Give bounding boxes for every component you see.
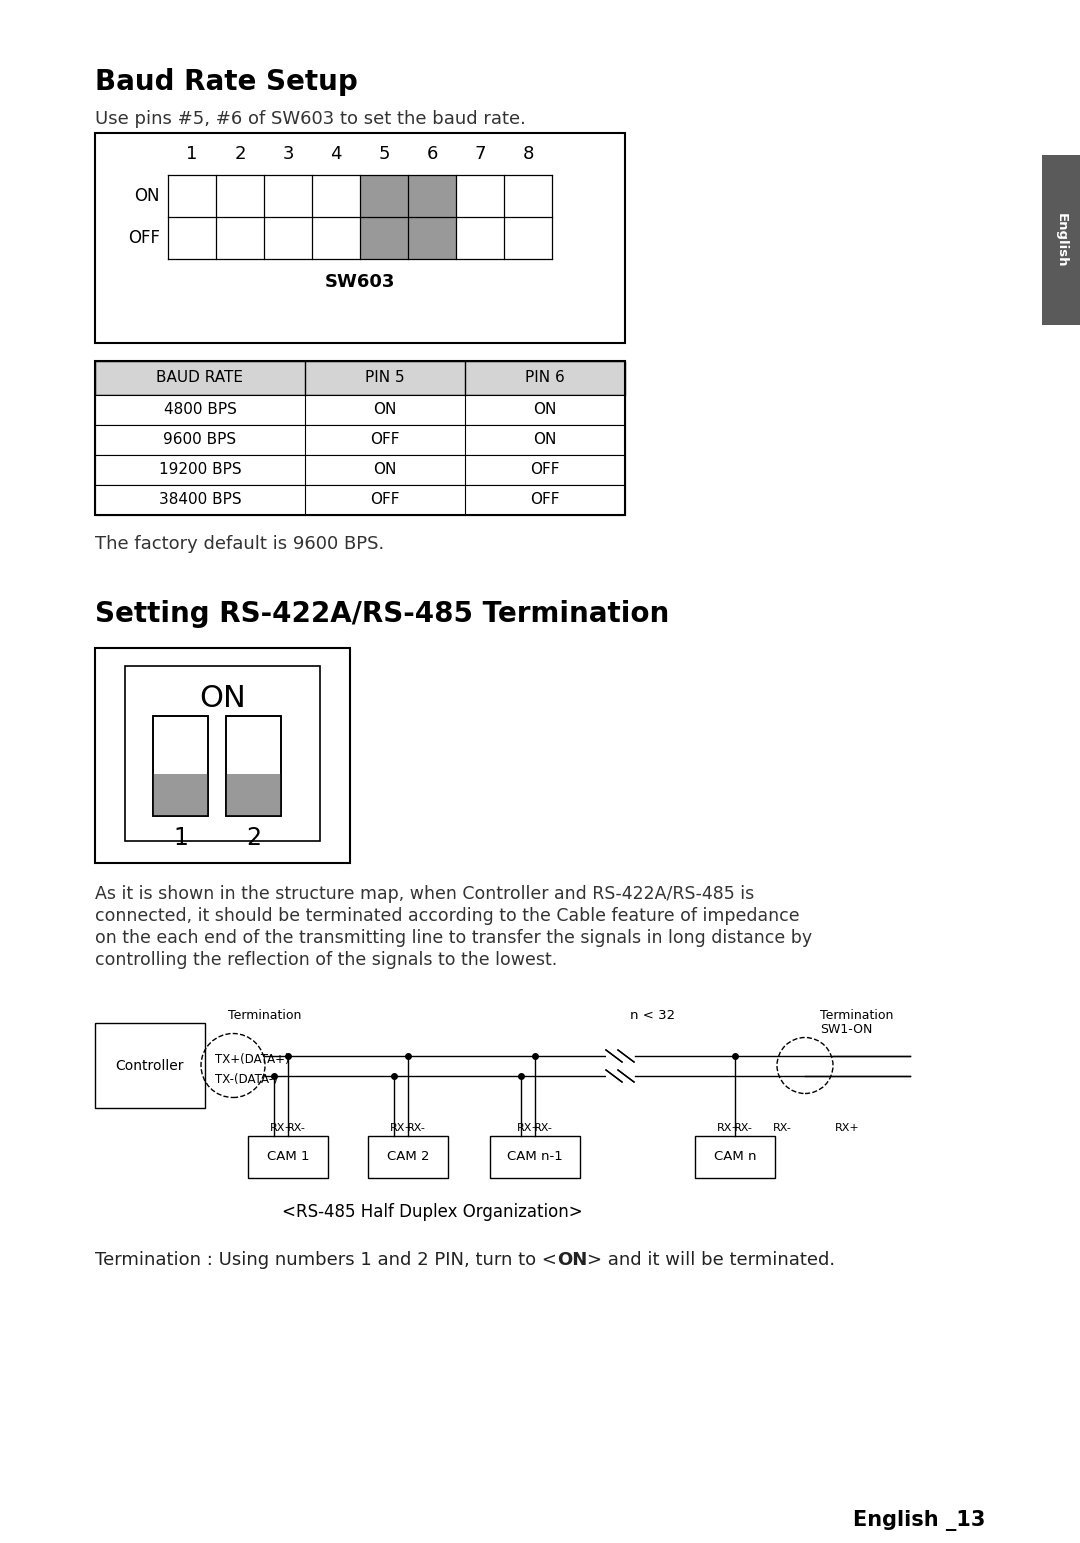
Text: OFF: OFF — [370, 492, 400, 508]
Bar — [95, 361, 625, 395]
Text: Baud Rate Setup: Baud Rate Setup — [95, 68, 357, 96]
Bar — [1042, 154, 1080, 326]
Bar — [95, 455, 625, 485]
Text: Setting RS-422A/RS-485 Termination: Setting RS-422A/RS-485 Termination — [95, 600, 670, 628]
Text: ON: ON — [135, 187, 160, 205]
Text: OFF: OFF — [370, 432, 400, 447]
Text: 19200 BPS: 19200 BPS — [159, 463, 241, 477]
Text: RX+: RX+ — [390, 1123, 415, 1133]
Text: > and it will be terminated.: > and it will be terminated. — [588, 1251, 835, 1268]
Text: 2: 2 — [246, 826, 261, 850]
Text: As it is shown in the structure map, when Controller and RS-422A/RS-485 is: As it is shown in the structure map, whe… — [95, 886, 754, 903]
Text: CAM n: CAM n — [714, 1151, 756, 1163]
Bar — [153, 775, 208, 816]
Text: Use pins #5, #6 of SW603 to set the baud rate.: Use pins #5, #6 of SW603 to set the baud… — [95, 110, 526, 128]
Text: n < 32: n < 32 — [630, 1009, 675, 1021]
Text: ON: ON — [199, 684, 246, 713]
Text: The factory default is 9600 BPS.: The factory default is 9600 BPS. — [95, 535, 384, 552]
Bar — [606, 1069, 634, 1083]
Bar — [360, 218, 408, 259]
Text: OFF: OFF — [129, 228, 160, 247]
Text: 38400 BPS: 38400 BPS — [159, 492, 241, 508]
Text: RX-: RX- — [407, 1123, 426, 1133]
Text: 1: 1 — [173, 826, 188, 850]
Bar — [408, 174, 456, 218]
Text: 4800 BPS: 4800 BPS — [163, 403, 237, 418]
Text: RX+: RX+ — [717, 1123, 742, 1133]
Text: ON: ON — [374, 463, 396, 477]
Bar — [696, 1136, 775, 1177]
Text: 7: 7 — [474, 145, 486, 164]
Text: Termination: Termination — [820, 1009, 893, 1021]
Bar — [95, 424, 625, 455]
Text: RX-: RX- — [535, 1123, 553, 1133]
Bar — [153, 716, 208, 816]
Text: RX+: RX+ — [270, 1123, 295, 1133]
Text: ON: ON — [557, 1251, 588, 1268]
Text: 8: 8 — [523, 145, 534, 164]
Bar — [226, 716, 281, 816]
Text: OFF: OFF — [530, 463, 559, 477]
Text: Termination: Termination — [228, 1009, 301, 1021]
Text: 1: 1 — [187, 145, 198, 164]
Text: PIN 6: PIN 6 — [525, 370, 565, 386]
Text: CAM 2: CAM 2 — [387, 1151, 429, 1163]
Text: CAM 1: CAM 1 — [267, 1151, 309, 1163]
Text: <RS-485 Half Duplex Organization>: <RS-485 Half Duplex Organization> — [282, 1204, 583, 1221]
Text: RX+: RX+ — [835, 1123, 860, 1133]
Text: ON: ON — [374, 403, 396, 418]
Bar — [95, 648, 350, 863]
Bar — [95, 485, 625, 515]
Bar — [360, 174, 408, 218]
Text: 2: 2 — [234, 145, 246, 164]
Text: Controller: Controller — [116, 1058, 185, 1072]
Text: SW1-ON: SW1-ON — [820, 1023, 873, 1035]
Text: 9600 BPS: 9600 BPS — [163, 432, 237, 447]
Text: English: English — [1054, 213, 1067, 267]
Text: English _13: English _13 — [852, 1511, 985, 1531]
Text: RX-: RX- — [734, 1123, 753, 1133]
Text: controlling the reflection of the signals to the lowest.: controlling the reflection of the signal… — [95, 950, 557, 969]
Text: Termination : Using numbers 1 and 2 PIN, turn to <: Termination : Using numbers 1 and 2 PIN,… — [95, 1251, 557, 1268]
Text: TX+(DATA+): TX+(DATA+) — [215, 1052, 289, 1066]
Text: TX-(DATA-): TX-(DATA-) — [215, 1072, 278, 1086]
Bar — [248, 1136, 328, 1177]
Text: ON: ON — [534, 432, 556, 447]
Bar — [95, 1023, 205, 1108]
Text: OFF: OFF — [530, 492, 559, 508]
Bar — [95, 133, 625, 343]
Text: PIN 5: PIN 5 — [365, 370, 405, 386]
Bar — [95, 395, 625, 424]
Bar — [95, 361, 625, 515]
Text: 6: 6 — [427, 145, 437, 164]
Text: connected, it should be terminated according to the Cable feature of impedance: connected, it should be terminated accor… — [95, 907, 799, 924]
Text: RX+: RX+ — [517, 1123, 542, 1133]
Text: SW603: SW603 — [325, 273, 395, 292]
Bar — [226, 775, 281, 816]
Text: 3: 3 — [282, 145, 294, 164]
Text: RX-: RX- — [773, 1123, 792, 1133]
Bar — [408, 218, 456, 259]
Bar — [490, 1136, 580, 1177]
Text: BAUD RATE: BAUD RATE — [157, 370, 243, 386]
Text: CAM n-1: CAM n-1 — [508, 1151, 563, 1163]
Text: 4: 4 — [330, 145, 341, 164]
Text: 5: 5 — [378, 145, 390, 164]
Bar — [153, 716, 208, 816]
Bar — [125, 667, 320, 841]
Text: RX-: RX- — [287, 1123, 306, 1133]
Bar — [368, 1136, 448, 1177]
Bar — [606, 1049, 634, 1063]
Bar — [226, 716, 281, 816]
Text: on the each end of the transmitting line to transfer the signals in long distanc: on the each end of the transmitting line… — [95, 929, 812, 947]
Text: ON: ON — [534, 403, 556, 418]
